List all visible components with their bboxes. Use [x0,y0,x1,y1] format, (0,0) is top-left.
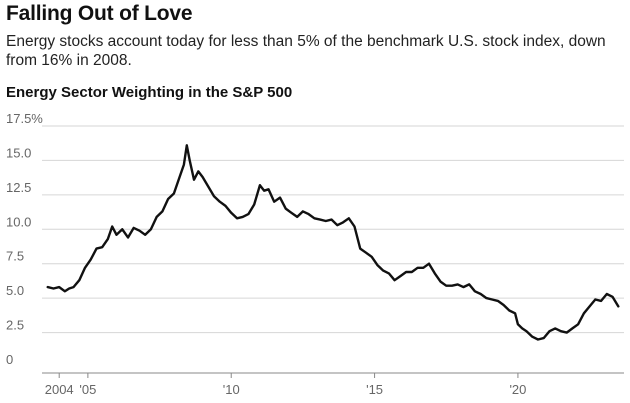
y-tick-label: 0 [6,352,13,367]
headline: Falling Out of Love [6,2,193,25]
y-tick-label: 7.5 [6,249,24,264]
x-tick-label: 2004 [45,382,74,397]
x-tick-label: '15 [366,382,383,397]
subheadline: Energy stocks account today for less tha… [6,33,606,69]
grid-lines [42,125,624,374]
y-tick-label: 15.0 [6,145,31,160]
x-tick-label: '10 [223,382,240,397]
y-tick-label: 12.5 [6,180,31,195]
y-tick-label: 10.0 [6,214,31,229]
series-line [46,144,620,341]
x-tick-label: '20 [509,382,526,397]
y-tick-label: 5.0 [6,283,24,298]
x-axis-ticks: 2004 '05 '10 '15 '20 [45,373,526,397]
y-axis-tick-labels: 0 2.5 5.0 7.5 10.0 12.5 15.0 17.5% [6,111,43,367]
y-tick-label: 17.5% [6,111,43,126]
x-tick-label: '05 [79,382,96,397]
chart-title: Energy Sector Weighting in the S&P 500 [6,84,293,101]
y-tick-label: 2.5 [6,318,24,333]
